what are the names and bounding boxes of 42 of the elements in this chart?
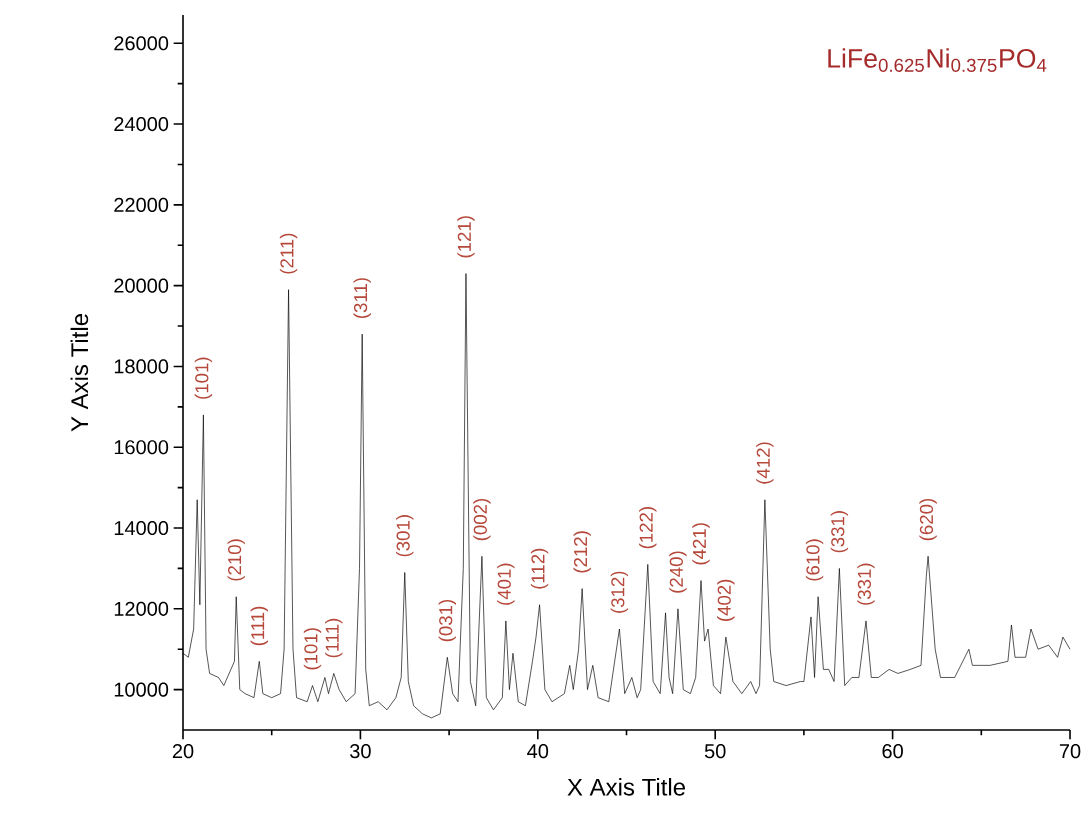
y-tick-label: 24000 <box>114 116 169 132</box>
x-axis-title: X Axis Title <box>567 778 685 796</box>
x-tick-label: 40 <box>527 744 549 759</box>
annotation: (101) <box>303 628 322 670</box>
y-tick-label: 18000 <box>114 359 169 374</box>
annotation: (111) <box>325 618 343 658</box>
y-tick-label: 22000 <box>114 197 169 212</box>
y-tick-label: 16000 <box>114 440 169 455</box>
annotation: (210) <box>227 539 245 581</box>
y-axis-title: Y Axis Title <box>70 314 89 432</box>
y-tick-label: 26000 <box>114 36 169 51</box>
x-tick-label: 60 <box>882 744 903 759</box>
annotation: (301) <box>396 515 414 557</box>
annotation: (212) <box>573 531 591 573</box>
annotation: (421) <box>692 523 710 565</box>
x-tick-label: 30 <box>350 744 371 759</box>
x-tick-label: 50 <box>704 744 726 759</box>
annotation: (610) <box>805 539 824 581</box>
annotation: (312) <box>610 571 629 613</box>
annotation: (122) <box>639 507 657 549</box>
annotation: (331) <box>830 511 849 553</box>
annotation: (331) <box>857 563 875 605</box>
x-tick-label: 20 <box>172 744 194 759</box>
annotation: (101) <box>194 357 213 399</box>
annotation: (402) <box>717 579 735 622</box>
annotation: (412) <box>756 442 774 484</box>
annotation: (002) <box>473 498 491 541</box>
annotation: (620) <box>919 498 937 541</box>
x-tick-label: 70 <box>1059 744 1081 759</box>
annotation: (311) <box>353 278 371 319</box>
annotation: (031) <box>438 599 457 642</box>
annotation: (112) <box>530 548 549 589</box>
annotation: (121) <box>457 216 475 258</box>
annotation: (401) <box>497 563 515 605</box>
annotation: (211) <box>279 233 298 274</box>
y-tick-label: 12000 <box>114 601 169 616</box>
text: LiFe$_{0.625}$Ni$_{0.375}$PO$_{4}$ <box>828 48 1047 72</box>
annotation: (240) <box>669 551 687 593</box>
y-tick-label: 10000 <box>114 682 169 697</box>
y-tick-label: 14000 <box>114 520 169 536</box>
y-tick-label: 20000 <box>114 278 169 293</box>
annotation: (111) <box>250 606 268 646</box>
